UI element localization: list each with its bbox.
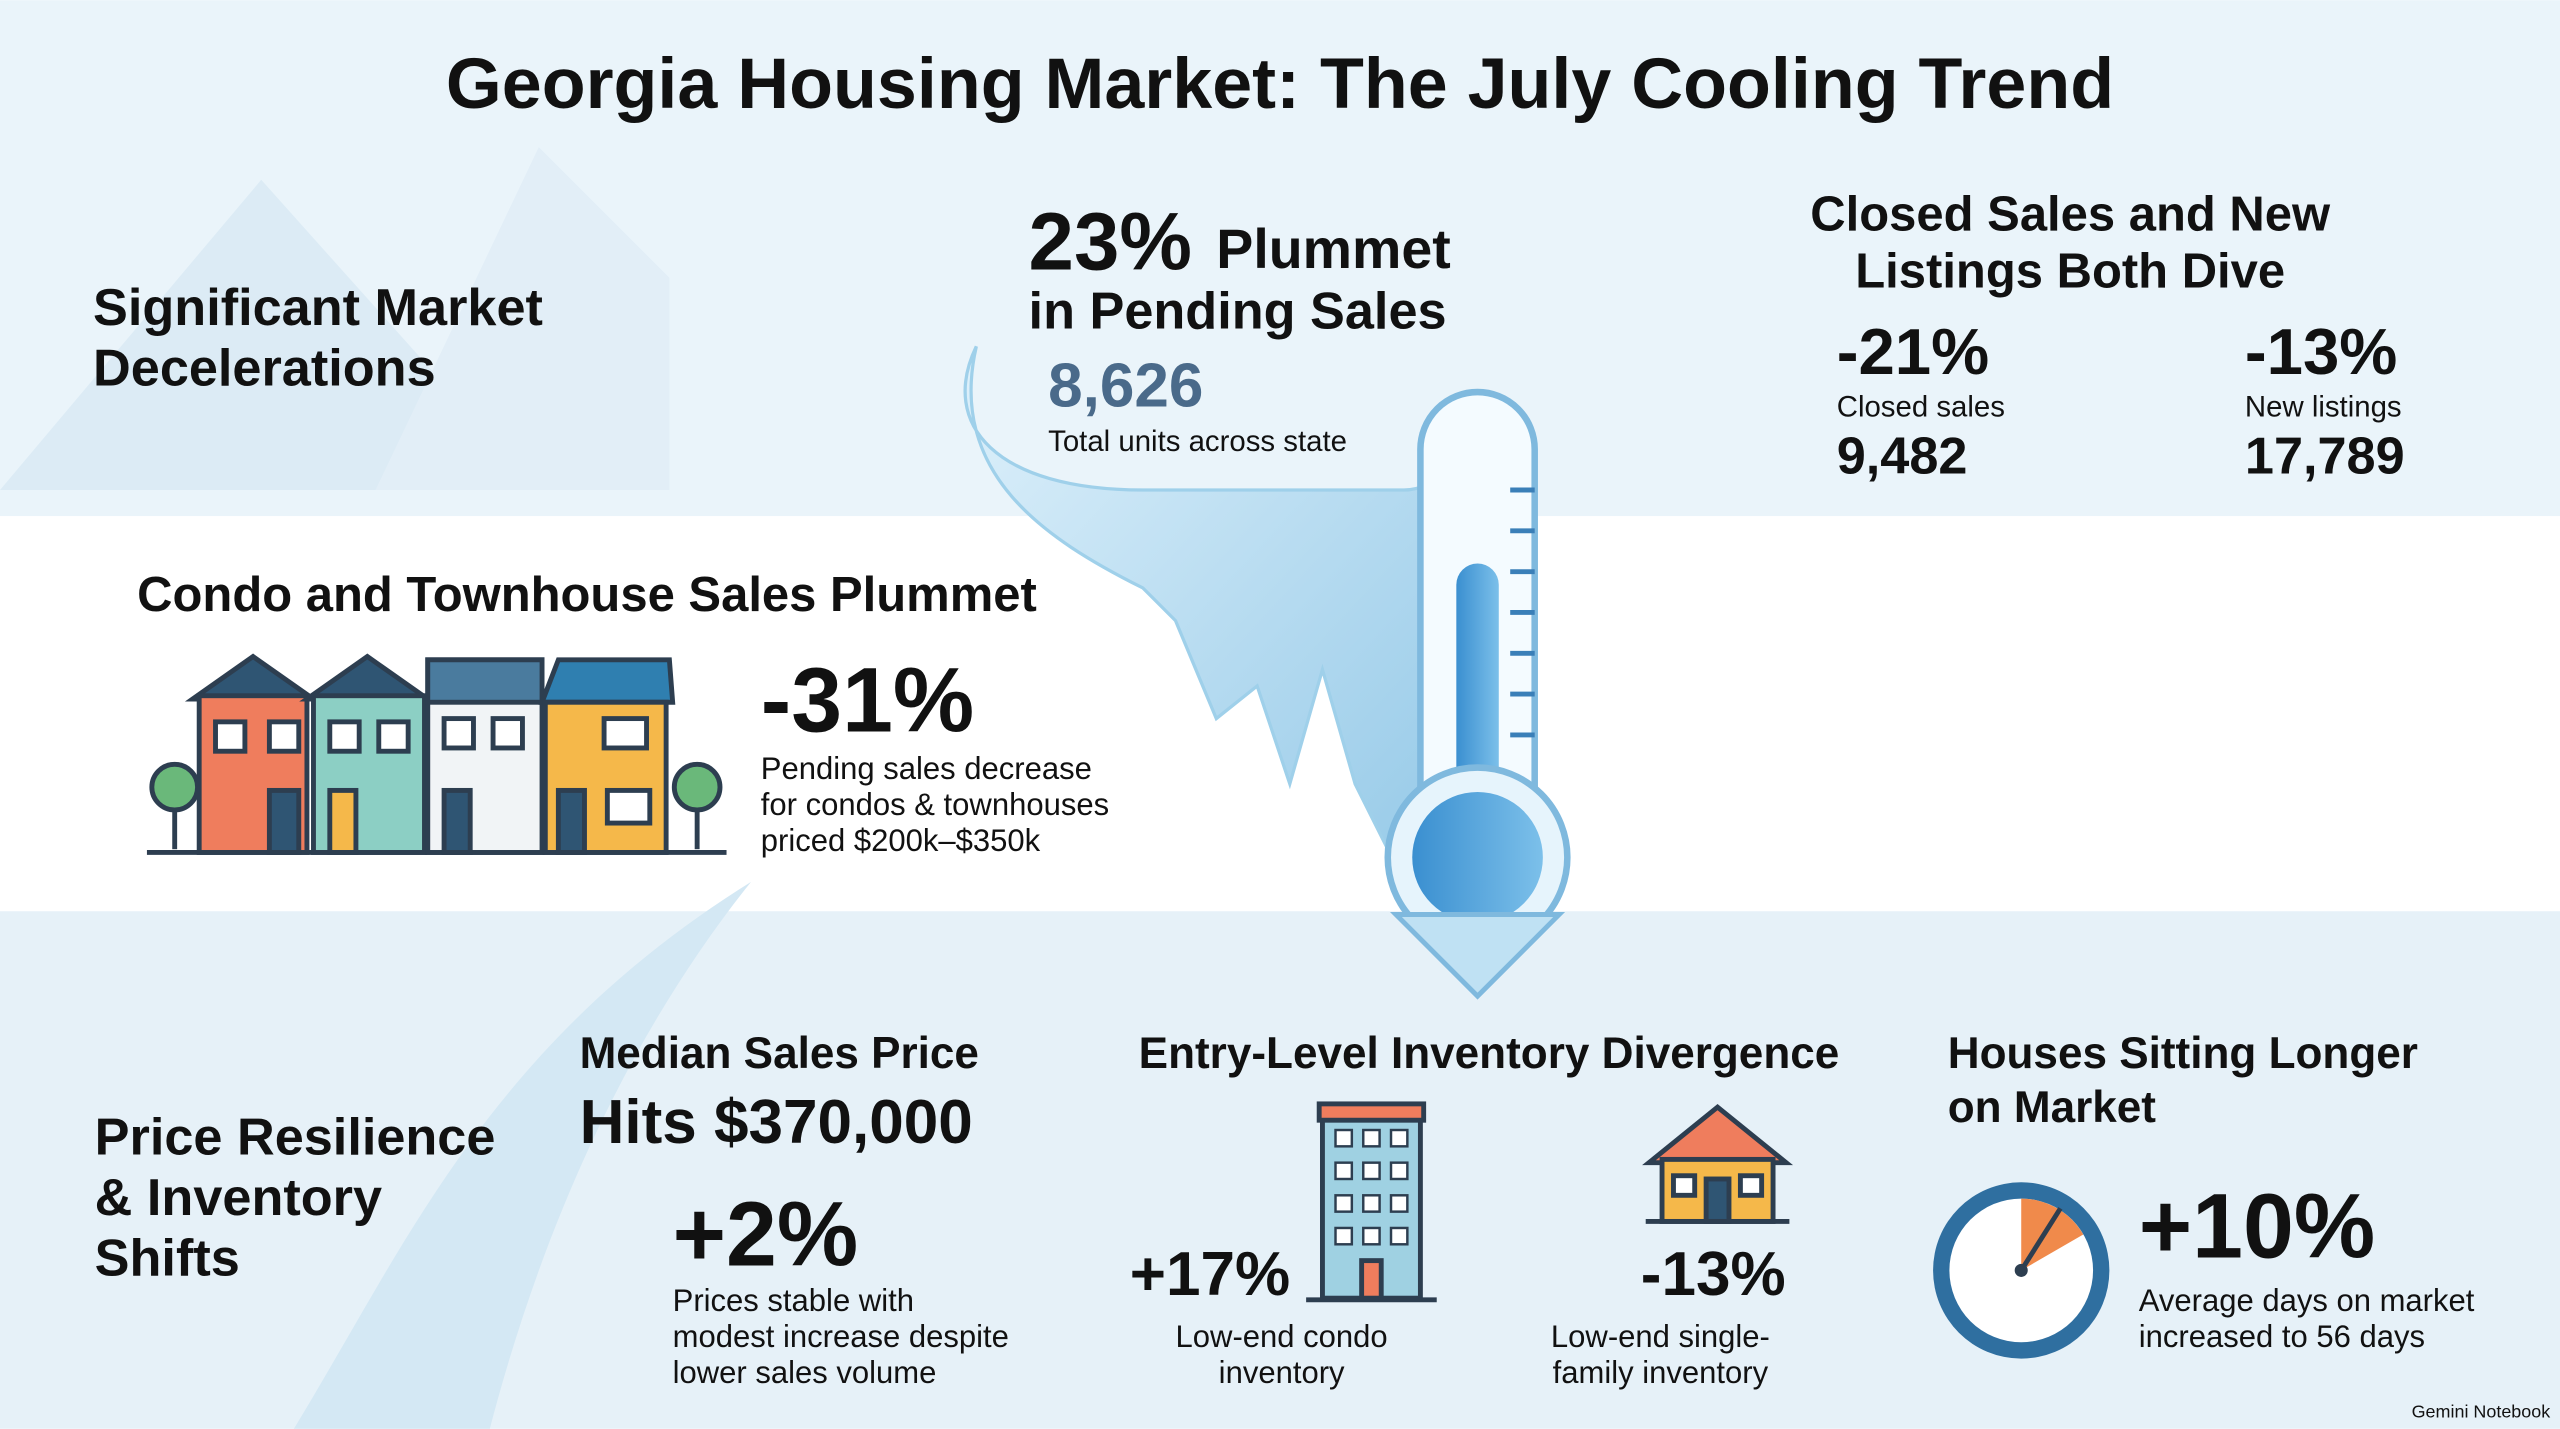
entry-caption: family inventory <box>1553 1355 1769 1390</box>
days-title: on Market <box>1948 1083 2157 1132</box>
pending-caption: Total units across state <box>1048 425 1347 458</box>
condo-title: Condo and Townhouse Sales Plummet <box>137 568 1037 622</box>
median-caption: Prices stable with <box>673 1283 914 1318</box>
pending-subject: in Pending Sales <box>1029 282 1447 340</box>
stat-count: 17,789 <box>2245 428 2405 486</box>
median-headline: Hits $370,000 <box>580 1088 973 1157</box>
entry-caption: Low-end condo <box>1176 1319 1388 1354</box>
bg-swoosh <box>293 881 752 1429</box>
bg-mountain <box>0 179 539 491</box>
title: Georgia Housing Market: The July Cooling… <box>446 44 2114 124</box>
stat-label: Closed sales <box>1837 391 2005 424</box>
condo-caption: Pending sales decrease <box>761 751 1092 786</box>
median-caption: modest increase despite <box>673 1319 1009 1354</box>
thermometer-bulb-fill <box>1412 792 1543 923</box>
building-icon <box>1306 1101 1437 1303</box>
section-label: & Inventory <box>95 1169 382 1227</box>
section-label: Significant Market <box>93 279 543 337</box>
ice-tip <box>1390 912 1566 1000</box>
stat-change: -13% <box>2245 315 2397 388</box>
section-label: Decelerations <box>93 340 436 398</box>
entry-title: Entry-Level Inventory Divergence <box>1139 1029 1840 1078</box>
condo-change: -31% <box>761 650 974 752</box>
house-icon <box>1642 1104 1794 1224</box>
days-caption: increased to 56 days <box>2139 1319 2425 1354</box>
days-change: +10% <box>2139 1175 2375 1277</box>
entry-change: +17% <box>1130 1240 1290 1309</box>
median-change: +2% <box>673 1184 859 1286</box>
median-title: Median Sales Price <box>580 1029 979 1078</box>
entry-caption: inventory <box>1219 1355 1345 1390</box>
pending-verb: Plummet <box>1216 218 1450 280</box>
condo-caption: for condos & townhouses <box>761 787 1109 822</box>
stat-label: New listings <box>2245 391 2402 424</box>
stat-change: -21% <box>1837 315 1989 388</box>
closed-title: Closed Sales and New <box>1810 187 2331 241</box>
days-title: Houses Sitting Longer <box>1948 1029 2418 1078</box>
median-caption: lower sales volume <box>673 1355 937 1390</box>
entry-change: -13% <box>1641 1240 1786 1309</box>
footer: Gemini Notebook <box>2412 1401 2551 1421</box>
bg-mountain <box>375 147 670 491</box>
townhouses-icon <box>146 653 727 855</box>
section-label: Shifts <box>95 1229 240 1287</box>
clock-icon <box>1933 1182 2110 1359</box>
days-caption: Average days on market <box>2139 1283 2475 1318</box>
stat-count: 9,482 <box>1837 428 1968 486</box>
pending-percent: 23% <box>1029 197 1192 288</box>
entry-caption: Low-end single- <box>1551 1319 1770 1354</box>
pending-value: 8,626 <box>1048 352 1203 421</box>
closed-title: Listings Both Dive <box>1855 245 2285 299</box>
condo-caption: priced $200k–$350k <box>761 823 1041 858</box>
section-label: Price Resilience <box>95 1108 496 1166</box>
thermometer-scale <box>1510 487 1535 738</box>
